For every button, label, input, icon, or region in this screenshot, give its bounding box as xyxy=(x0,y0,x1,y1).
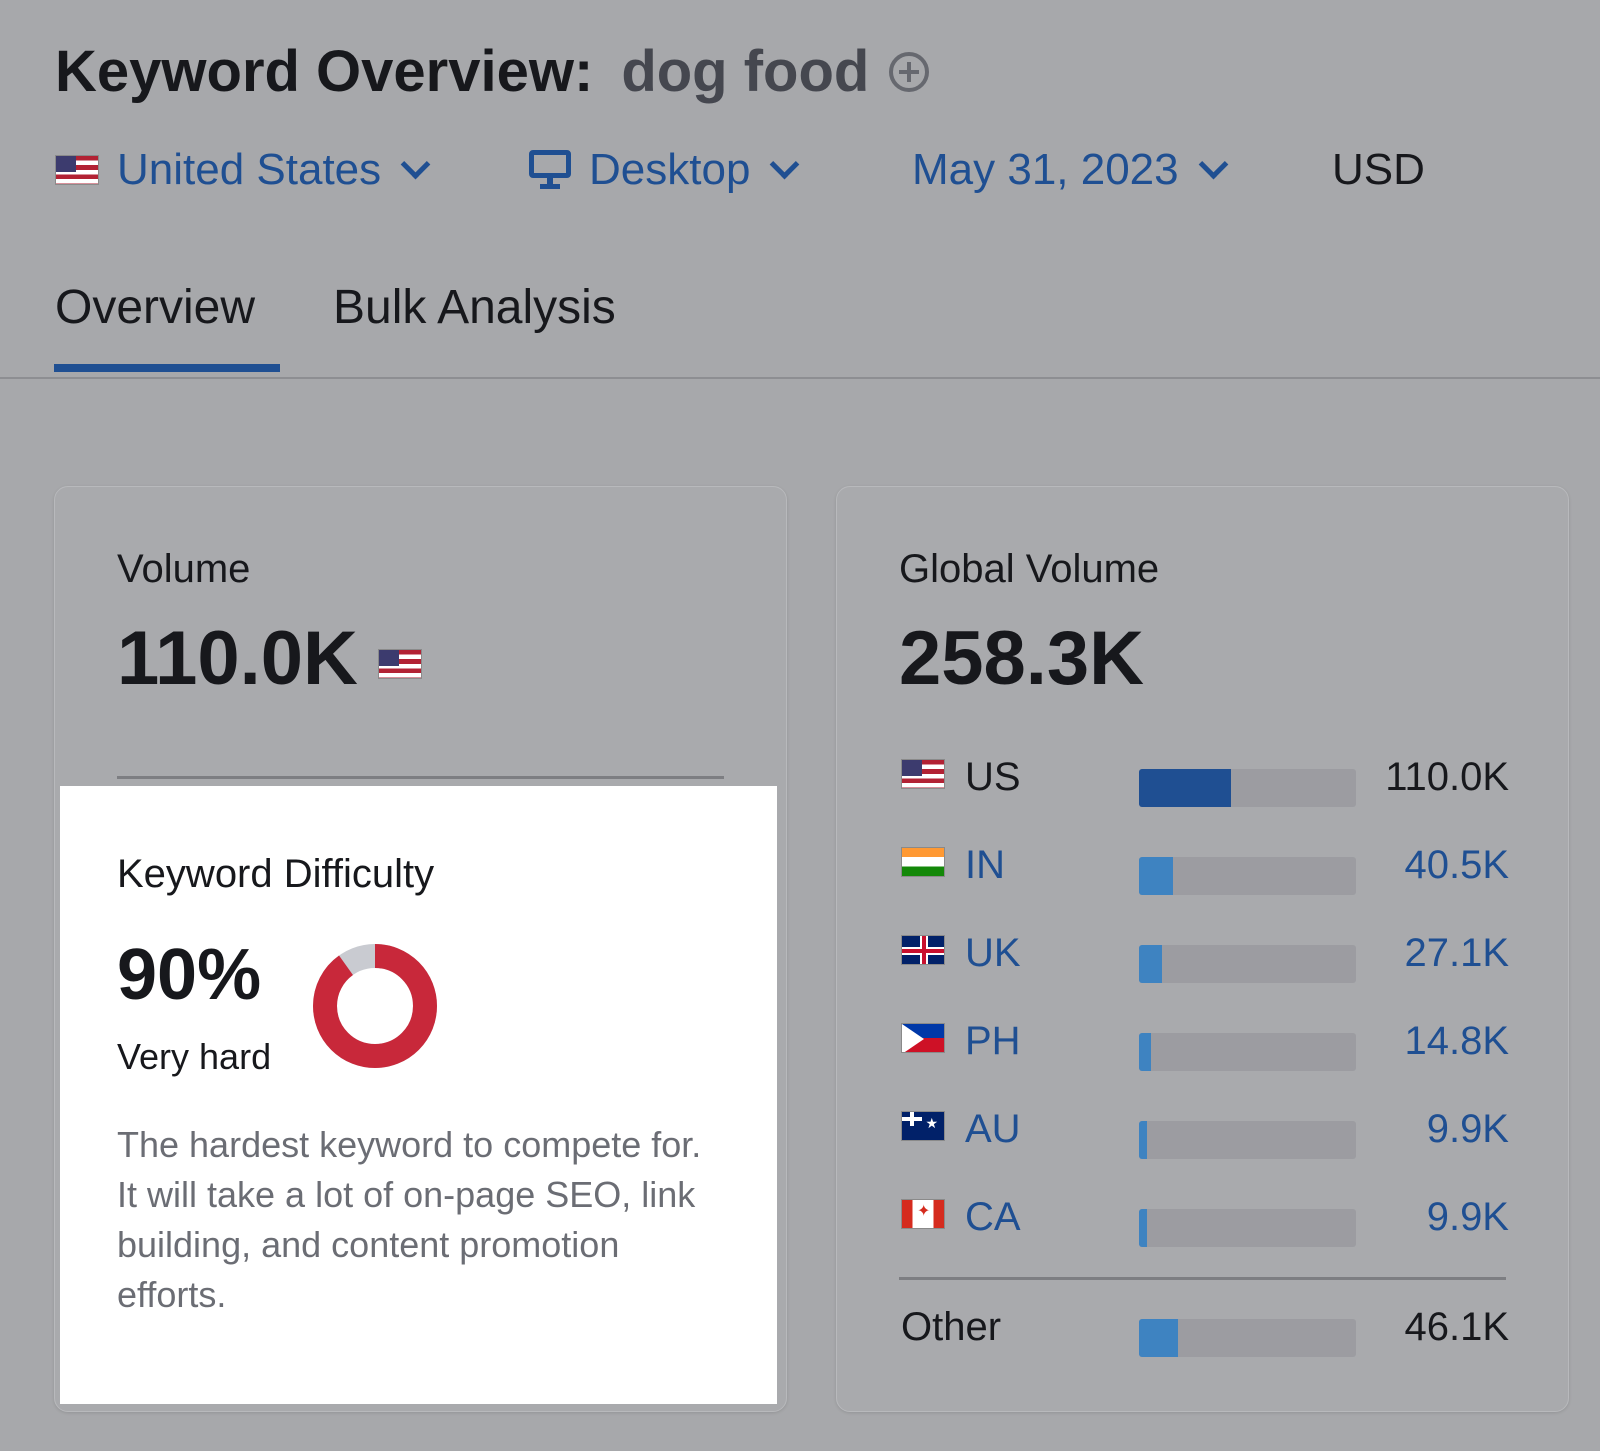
kd-donut-arc xyxy=(313,944,437,1068)
tab-divider xyxy=(0,377,1600,379)
date-selector-label: May 31, 2023 xyxy=(912,145,1179,194)
country-selector-label: United States xyxy=(117,145,382,194)
other-value: 46.1K xyxy=(1404,1305,1509,1349)
country-row-ca[interactable]: CA 9.9K xyxy=(901,1195,1509,1247)
chevron-down-icon xyxy=(400,149,431,179)
global-volume-value: 258.3K xyxy=(899,616,1145,701)
page-title-label: Keyword Overview: xyxy=(55,39,594,104)
country-volume-bar-fill xyxy=(1139,945,1162,983)
country-row-au[interactable]: AU 9.9K xyxy=(901,1107,1509,1159)
other-bar-fill xyxy=(1139,1319,1178,1357)
country-row-in[interactable]: IN 40.5K xyxy=(901,843,1509,895)
country-code[interactable]: PH xyxy=(965,1019,1021,1063)
au-flag-icon xyxy=(901,1111,945,1141)
country-volume-value[interactable]: 9.9K xyxy=(1426,1195,1509,1239)
kd-level: Very hard xyxy=(117,1036,272,1077)
country-code[interactable]: IN xyxy=(965,843,1005,887)
uk-flag-icon xyxy=(901,935,945,965)
country-row-uk[interactable]: UK 27.1K xyxy=(901,931,1509,983)
country-volume-bar xyxy=(1139,769,1356,807)
kd-value: 90% xyxy=(117,935,262,1015)
ca-flag-icon xyxy=(901,1199,945,1229)
kd-description: The hardest keyword to compete for. It w… xyxy=(117,1124,702,1315)
volume-value: 110.0K xyxy=(117,616,358,701)
in-flag-icon xyxy=(901,847,945,877)
currency-label: USD xyxy=(1332,145,1425,194)
volume-value-row: 110.0K xyxy=(117,615,422,702)
desktop-icon xyxy=(529,150,571,190)
country-volume-bar-fill xyxy=(1139,1033,1152,1071)
country-volume-bar-fill xyxy=(1139,1121,1148,1159)
volume-divider xyxy=(117,776,724,779)
country-volume-value[interactable]: 27.1K xyxy=(1404,931,1509,975)
country-row-us[interactable]: US 110.0K xyxy=(901,755,1509,807)
country-volume-value[interactable]: 40.5K xyxy=(1404,843,1509,887)
kd-donut-chart xyxy=(313,944,437,1068)
device-selector[interactable]: Desktop xyxy=(529,140,800,200)
country-volume-bar xyxy=(1139,1121,1356,1159)
us-flag-icon xyxy=(55,155,99,185)
add-keyword-icon[interactable] xyxy=(889,51,930,92)
other-divider xyxy=(899,1277,1506,1280)
other-label: Other xyxy=(901,1305,1002,1349)
country-selector[interactable]: United States xyxy=(55,140,431,200)
us-flag-icon xyxy=(377,648,422,679)
country-volume-bar xyxy=(1139,1033,1356,1071)
country-code: US xyxy=(965,755,1021,799)
chevron-down-icon xyxy=(770,149,800,179)
country-volume-bar-fill xyxy=(1139,769,1232,807)
tab-overview[interactable]: Overview xyxy=(55,281,256,334)
keyword-text: dog food xyxy=(621,39,870,104)
country-volume-value: 110.0K xyxy=(1385,755,1509,799)
country-volume-bar xyxy=(1139,945,1356,983)
page-title: Keyword Overview: dog food xyxy=(55,38,930,105)
country-volume-value[interactable]: 14.8K xyxy=(1404,1019,1509,1063)
global-volume-card: Global Volume 258.3K US 110.0K IN 40.5K UK 27… xyxy=(836,486,1569,1412)
country-volume-bar-fill xyxy=(1139,1209,1148,1247)
country-code[interactable]: CA xyxy=(965,1195,1021,1239)
tab-bulk-analysis[interactable]: Bulk Analysis xyxy=(333,281,616,334)
country-volume-bar-fill xyxy=(1139,857,1174,895)
volume-label: Volume xyxy=(117,547,251,591)
ph-flag-icon xyxy=(901,1023,945,1053)
kd-label: Keyword Difficulty xyxy=(117,852,435,896)
other-row: Other 46.1K xyxy=(901,1305,1509,1357)
keyword-difficulty-panel: Keyword Difficulty 90% Very hard The har… xyxy=(60,786,777,1404)
country-code[interactable]: AU xyxy=(965,1107,1021,1151)
us-flag-icon xyxy=(901,759,945,789)
other-bar xyxy=(1139,1319,1356,1357)
country-code[interactable]: UK xyxy=(965,931,1021,975)
country-volume-bar xyxy=(1139,1209,1356,1247)
device-selector-label: Desktop xyxy=(589,145,751,194)
chevron-down-icon xyxy=(1198,149,1228,179)
date-selector[interactable]: May 31, 2023 xyxy=(912,140,1228,200)
global-volume-label: Global Volume xyxy=(899,547,1160,591)
country-row-ph[interactable]: PH 14.8K xyxy=(901,1019,1509,1071)
active-tab-indicator xyxy=(54,364,280,372)
country-volume-value[interactable]: 9.9K xyxy=(1426,1107,1509,1151)
country-volume-bar xyxy=(1139,857,1356,895)
